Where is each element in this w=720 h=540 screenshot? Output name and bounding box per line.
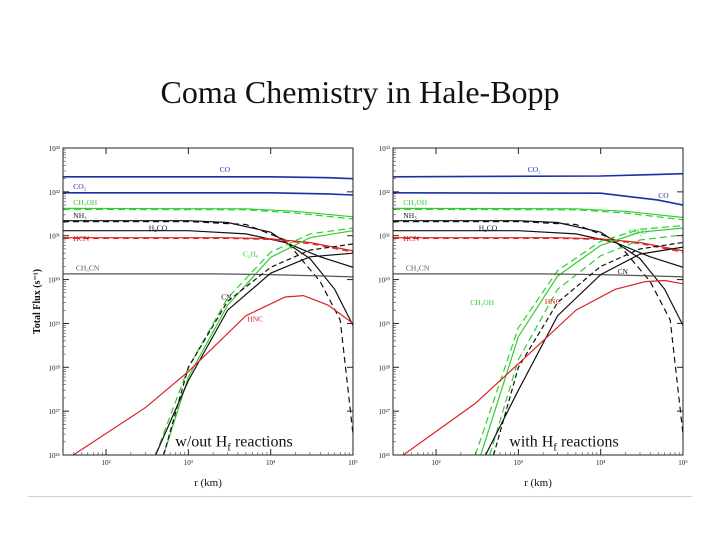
series-label-nh3: NH₃: [403, 211, 417, 220]
series-label-ch3cn: CH₃CN: [76, 264, 100, 273]
series-line-ch3oh: [63, 207, 353, 218]
series-group: [393, 172, 683, 455]
x-axis-label: r (km): [524, 477, 552, 489]
series-line-hcn: [393, 237, 683, 252]
x-tick-label: 10⁴: [266, 459, 276, 467]
x-tick-label: 10²: [101, 459, 110, 467]
series-line-cn-2: [493, 241, 683, 455]
series-line-nh3-2: [63, 221, 353, 435]
series-line-nh3-2: [393, 221, 683, 435]
plot-frame: [392, 147, 684, 456]
series-label-hcn: HCN: [403, 234, 419, 243]
series-label-ch3oh: CH₃OH: [73, 198, 97, 207]
series-line-co2: [393, 172, 683, 178]
series-label-hnc: HNC: [247, 315, 263, 324]
y-tick-label: 10³⁰: [378, 277, 390, 285]
series-line-h2co: [63, 230, 353, 268]
y-tick-label: 10²⁶: [378, 452, 390, 460]
series-line-hnc: [402, 279, 683, 455]
series-line-hcn: [63, 237, 353, 252]
y-tick-label: 10²⁹: [48, 320, 60, 328]
y-tick-label: 10²⁸: [48, 364, 60, 372]
series-label-cn: CN: [221, 293, 232, 302]
plot-area: 10²⁶ 10²⁷ 10²⁸ 10²⁹ 10³⁰ 10³¹ 10³² 10³³ 10² 10³ 10…: [378, 145, 688, 489]
x-tick-label: 10³: [514, 459, 523, 467]
y-tick-label: 10³³: [379, 145, 390, 153]
y-tick-label: 10²⁹: [378, 320, 390, 328]
series-label-h2o: CH₂O: [629, 227, 648, 236]
chart-caption: with Hf reactions: [509, 434, 618, 454]
y-tick-label: 10³²: [379, 189, 390, 197]
series-line-hnc: [72, 294, 353, 455]
chart-right: 10²⁶ 10²⁷ 10²⁸ 10²⁹ 10³⁰ 10³¹ 10³² 10³³ 10² 10³ 10…: [378, 145, 688, 489]
series-line-cn: [155, 252, 353, 455]
series-label-ch3oh-label: CH₃OH: [470, 298, 494, 307]
series-line-ch3cn: [63, 273, 353, 278]
series-line-cn-2: [163, 243, 353, 455]
series-line-ch3oh-2: [63, 208, 353, 220]
series-label-hcn: HCN: [73, 234, 89, 243]
series-label-hnc: HNC: [545, 297, 561, 306]
y-tick-label: 10³²: [49, 189, 60, 197]
series-label-h2co: H₂CO: [479, 224, 498, 233]
series-label-co2: CO₂: [73, 182, 86, 191]
y-tick-label: 10³³: [49, 145, 60, 153]
series-line-ch3oh-b: [489, 234, 683, 455]
series-line-c2h6: [163, 230, 353, 455]
y-tick-label: 10²⁶: [48, 452, 60, 460]
y-tick-label: 10³¹: [49, 233, 60, 241]
plot-frame: [62, 147, 354, 456]
series-line-hcn-2: [63, 237, 353, 253]
chart-left: 10²⁶ 10²⁷ 10²⁸ 10²⁹ 10³⁰ 10³¹ 10³² 10³³ 10² 10³ 10…: [32, 145, 358, 489]
series-group: [63, 176, 353, 455]
y-tick-label: 10³¹: [379, 233, 390, 241]
plot-area: 10²⁶ 10²⁷ 10²⁸ 10²⁹ 10³⁰ 10³¹ 10³² 10³³ 10² 10³ 10…: [32, 145, 358, 489]
x-tick-label: 10³: [184, 459, 193, 467]
x-tick-label: 10²: [431, 459, 440, 467]
slide-title: Coma Chemistry in Hale-Bopp: [160, 74, 560, 110]
series-line-c2h6-2: [155, 227, 353, 455]
x-tick-label: 10⁴: [596, 459, 606, 467]
chart-caption: w/out Hf reactions: [175, 434, 292, 454]
series-line-nh3: [63, 220, 353, 326]
x-tick-label: 10⁵: [348, 459, 358, 467]
series-line-co: [393, 192, 683, 206]
series-line-h2o: [480, 227, 683, 455]
series-line-cn: [485, 246, 683, 455]
series-label-c2h6: C₂H₆: [243, 249, 259, 258]
y-tick-label: 10³⁰: [48, 277, 60, 285]
series-label-nh3: NH₃: [73, 211, 87, 220]
y-tick-label: 10²⁸: [378, 364, 390, 372]
series-line-ch3cn: [393, 273, 683, 278]
series-line-co: [63, 176, 353, 180]
series-line-nh3: [393, 220, 683, 326]
series-label-h2co: H₂CO: [149, 224, 168, 233]
series-line-ch3oh: [393, 207, 683, 219]
series-label-co: CO: [658, 191, 669, 200]
series-label-ch3oh: CH₃OH: [403, 198, 427, 207]
y-axis-label: Total Flux (s⁻¹): [32, 269, 43, 334]
series-line-co2: [63, 192, 353, 196]
series-label-ch3cn: CH₃CN: [406, 264, 430, 273]
series-line-h2o-2: [474, 225, 683, 455]
series-line-ch3oh-2: [393, 208, 683, 221]
x-tick-label: 10⁵: [678, 459, 688, 467]
x-axis-label: r (km): [194, 477, 222, 489]
y-tick-label: 10²⁷: [48, 408, 60, 416]
y-tick-label: 10²⁷: [378, 408, 390, 416]
footer-divider: [28, 496, 692, 497]
series-label-co: CO: [220, 165, 231, 174]
series-label-co2: CO₂: [528, 165, 541, 174]
series-label-cn: CN: [617, 267, 628, 276]
